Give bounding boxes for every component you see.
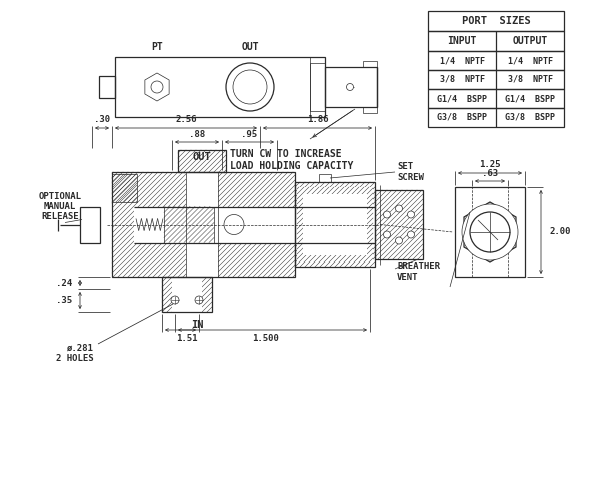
Text: OUTPUT: OUTPUT <box>512 36 548 46</box>
Circle shape <box>224 215 244 235</box>
Bar <box>428 31 564 51</box>
Bar <box>428 11 564 31</box>
Text: 1/4  NPTF: 1/4 NPTF <box>439 56 485 65</box>
Bar <box>224 215 244 235</box>
Bar <box>112 172 295 277</box>
Text: G3/8  BSPP: G3/8 BSPP <box>437 113 487 122</box>
Bar <box>428 108 564 127</box>
Text: 3/8  NPTF: 3/8 NPTF <box>439 75 485 84</box>
Bar <box>99 76 115 98</box>
Bar <box>112 174 137 202</box>
Text: OUT: OUT <box>241 42 259 52</box>
Text: ø.281
2 HOLES: ø.281 2 HOLES <box>56 344 94 364</box>
Bar <box>319 174 331 182</box>
Bar <box>310 63 325 111</box>
Text: .63: .63 <box>482 169 498 178</box>
Bar <box>363 61 377 67</box>
Text: G1/4  BSPP: G1/4 BSPP <box>505 94 555 103</box>
Bar <box>172 277 202 312</box>
Text: 1.86: 1.86 <box>307 115 328 124</box>
Bar <box>186 172 218 277</box>
Circle shape <box>233 70 267 104</box>
Bar <box>164 207 214 243</box>
Circle shape <box>395 237 403 244</box>
Bar <box>428 89 564 108</box>
Bar <box>428 51 564 70</box>
Text: PORT  SIZES: PORT SIZES <box>461 16 530 26</box>
Text: 2.56: 2.56 <box>175 115 197 124</box>
Text: BREATHER
VENT: BREATHER VENT <box>397 262 440 282</box>
Bar <box>164 207 214 243</box>
Bar <box>80 207 100 243</box>
Circle shape <box>226 63 274 111</box>
Text: 1.500: 1.500 <box>253 334 280 343</box>
Text: INPUT: INPUT <box>448 36 476 46</box>
Bar <box>303 194 367 255</box>
Circle shape <box>383 231 391 238</box>
Bar <box>80 207 112 243</box>
Text: .95: .95 <box>241 130 257 139</box>
Bar <box>363 107 377 113</box>
Bar <box>178 150 226 172</box>
Text: 1/4  NPTF: 1/4 NPTF <box>508 56 553 65</box>
Text: IN: IN <box>191 320 203 330</box>
Text: SET
SCREW: SET SCREW <box>397 162 424 182</box>
Text: TURN CW TO INCREASE
LOAD HOLDING CAPACITY: TURN CW TO INCREASE LOAD HOLDING CAPACIT… <box>230 149 353 171</box>
Text: .30: .30 <box>94 115 110 124</box>
Text: G3/8  BSPP: G3/8 BSPP <box>505 113 555 122</box>
Circle shape <box>407 211 415 218</box>
Circle shape <box>347 84 353 91</box>
Bar <box>375 190 423 259</box>
Circle shape <box>171 296 179 304</box>
Bar <box>428 70 564 89</box>
Circle shape <box>383 211 391 218</box>
Text: OUT: OUT <box>193 152 211 162</box>
Circle shape <box>195 296 203 304</box>
Bar <box>115 57 325 117</box>
Bar <box>325 67 377 107</box>
Text: 2.00: 2.00 <box>549 227 571 237</box>
Circle shape <box>151 81 163 93</box>
Polygon shape <box>145 73 169 101</box>
Text: 1.25: 1.25 <box>479 160 501 169</box>
Circle shape <box>407 231 415 238</box>
Circle shape <box>462 204 518 260</box>
Circle shape <box>470 212 510 252</box>
Bar <box>297 187 373 262</box>
Text: G1/4  BSPP: G1/4 BSPP <box>437 94 487 103</box>
Circle shape <box>395 205 403 212</box>
Text: OPTIONAL
MANUAL
RELEASE: OPTIONAL MANUAL RELEASE <box>38 191 82 221</box>
Text: .24: .24 <box>56 278 72 287</box>
Bar <box>162 277 212 312</box>
Text: .88: .88 <box>189 130 205 139</box>
Text: PT: PT <box>151 42 163 52</box>
Bar <box>455 187 525 277</box>
Text: 3/8  NPTF: 3/8 NPTF <box>508 75 553 84</box>
Bar <box>134 207 375 243</box>
Bar <box>295 182 375 267</box>
Text: .35: .35 <box>56 296 72 305</box>
Polygon shape <box>464 202 516 262</box>
Text: 1.51: 1.51 <box>176 334 198 343</box>
